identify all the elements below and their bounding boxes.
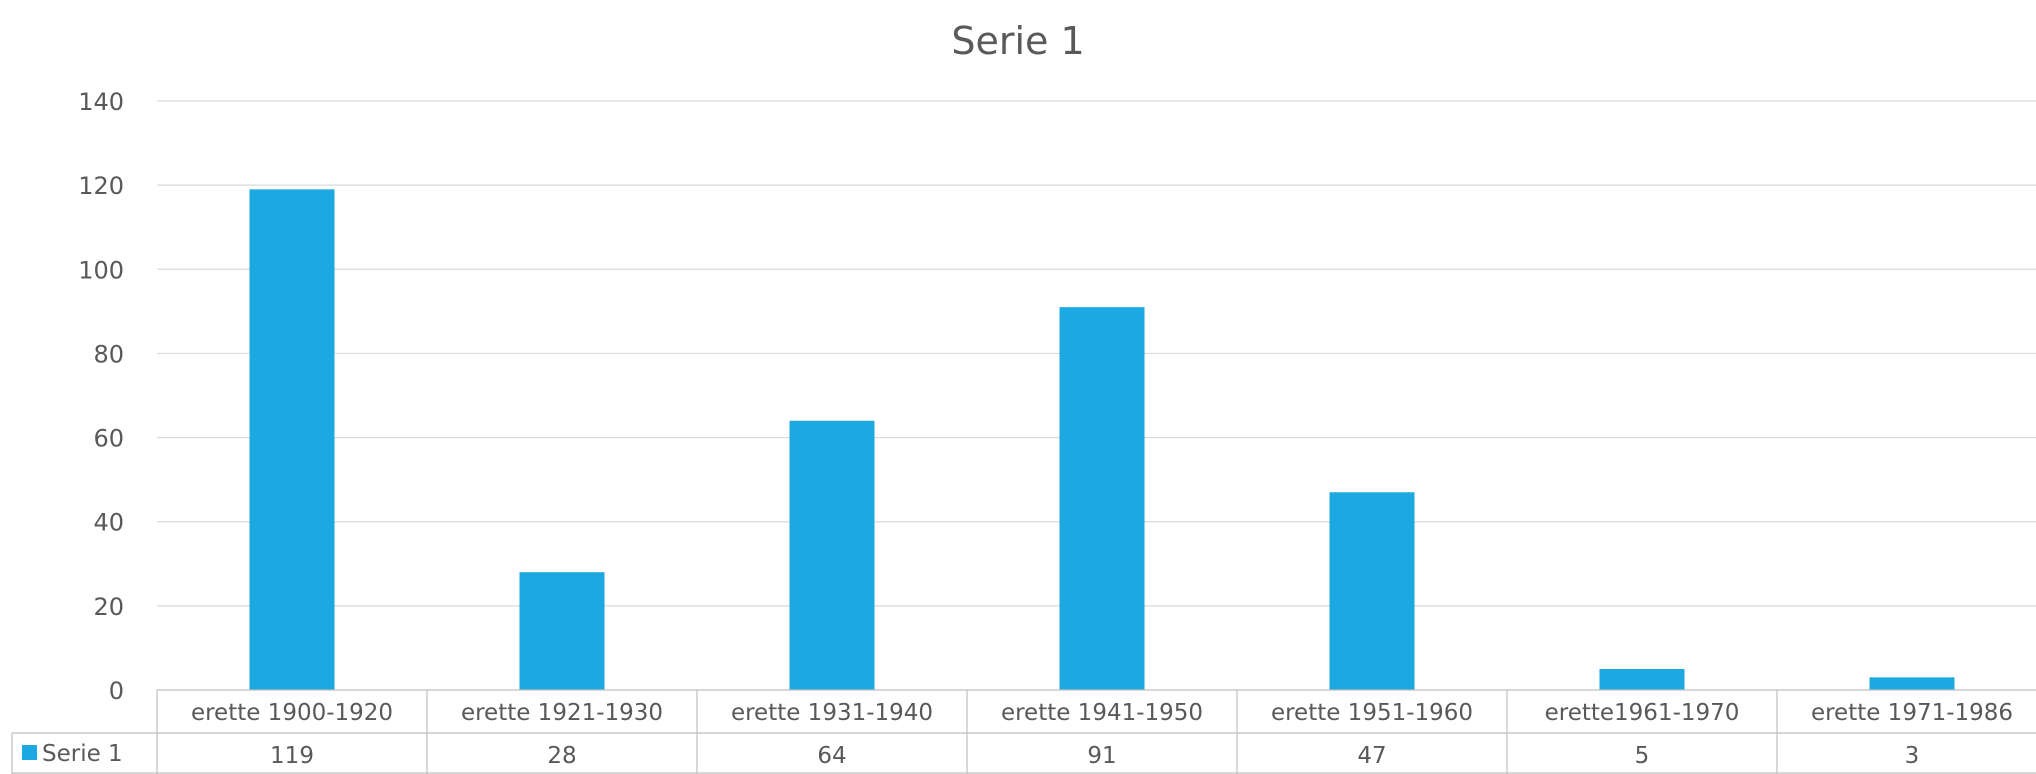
y-tick-label: 80	[93, 340, 124, 368]
category-label: erette 1921-1930	[461, 700, 663, 726]
category-label: erette 1941-1950	[1001, 700, 1203, 726]
bar	[1059, 307, 1145, 690]
bar	[1599, 668, 1685, 690]
chart-title: Serie 1	[951, 19, 1084, 63]
category-label: erette 1931-1940	[731, 700, 933, 726]
data-value-label: 91	[1087, 743, 1116, 769]
y-axis-tick-labels: 0 20 40 60 80 100 120 140	[78, 88, 124, 705]
bar	[789, 420, 875, 690]
category-label: erette1961-1970	[1545, 700, 1740, 726]
y-tick-label: 0	[109, 677, 124, 705]
bar	[519, 572, 605, 690]
data-value-label: 64	[817, 743, 846, 769]
y-tick-label: 100	[78, 256, 124, 284]
data-table: erette 1900-1920 119 erette 1921-1930 28 ere…	[11, 689, 2036, 774]
data-value-label: 119	[270, 743, 314, 769]
bars	[249, 189, 1955, 690]
bar	[1869, 677, 1955, 690]
legend-label: Serie 1	[42, 741, 123, 767]
data-value-label: 28	[547, 743, 576, 769]
data-value-label: 5	[1635, 743, 1650, 769]
y-tick-label: 140	[78, 88, 124, 116]
bar	[1329, 492, 1415, 690]
category-label: erette 1971-1986	[1811, 700, 2013, 726]
category-label: erette 1951-1960	[1271, 700, 1473, 726]
y-tick-label: 120	[78, 172, 124, 200]
legend-swatch	[22, 745, 37, 760]
y-tick-label: 40	[93, 509, 124, 537]
data-value-label: 3	[1905, 743, 1920, 769]
bar	[249, 189, 335, 690]
category-label: erette 1900-1920	[191, 700, 393, 726]
y-tick-label: 60	[93, 425, 124, 453]
y-tick-label: 20	[93, 593, 124, 621]
data-value-label: 47	[1357, 743, 1386, 769]
